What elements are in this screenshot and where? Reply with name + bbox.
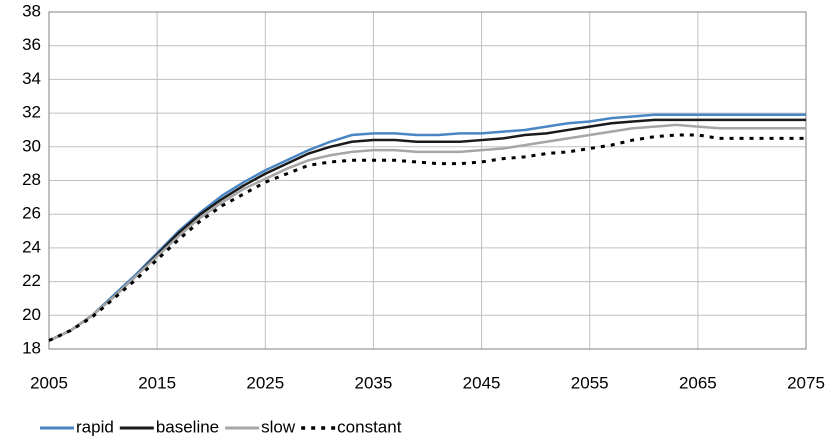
x-tick-label: 2035 — [355, 373, 393, 392]
y-tick-label: 18 — [22, 338, 41, 357]
y-tick-label: 26 — [22, 204, 41, 223]
legend-label: rapid — [76, 417, 114, 436]
line-series — [48, 118, 806, 342]
line-series — [48, 133, 806, 342]
x-tick-label: 2045 — [463, 373, 501, 392]
y-tick-label: 24 — [22, 237, 41, 256]
legend-label: baseline — [156, 417, 219, 436]
x-tick-label: 2065 — [679, 373, 717, 392]
y-tick-label: 22 — [22, 271, 41, 290]
y-tick-label: 36 — [22, 35, 41, 54]
legend-label: slow — [261, 417, 296, 436]
plot-frame — [48, 11, 807, 350]
x-tick-label: 2055 — [571, 373, 609, 392]
y-tick-label: 34 — [22, 69, 41, 88]
legend-label: constant — [337, 417, 402, 436]
line-series — [48, 113, 806, 342]
y-tick-label: 30 — [22, 136, 41, 155]
y-tick-label: 38 — [22, 1, 41, 20]
x-tick-label: 2015 — [138, 373, 176, 392]
y-tick-label: 28 — [22, 170, 41, 189]
y-tick-label: 32 — [22, 103, 41, 122]
x-tick-label: 2005 — [30, 373, 68, 392]
line-series — [48, 123, 806, 342]
x-tick-label: 2075 — [787, 373, 825, 392]
x-tick-label: 2025 — [246, 373, 284, 392]
y-tick-label: 20 — [22, 305, 41, 324]
